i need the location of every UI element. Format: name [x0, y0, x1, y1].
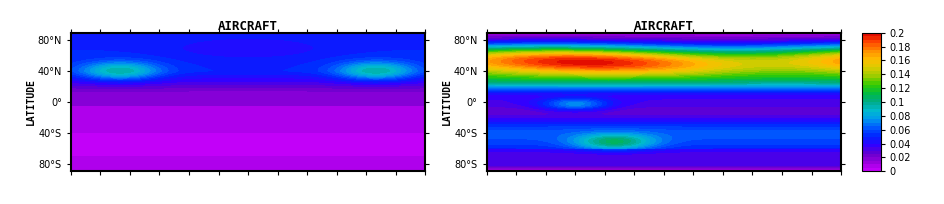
Y-axis label: LATITUDE: LATITUDE: [442, 79, 451, 125]
Title: AIRCRAFT: AIRCRAFT: [633, 20, 693, 33]
Y-axis label: LATITUDE: LATITUDE: [26, 79, 36, 125]
Title: AIRCRAFT: AIRCRAFT: [218, 20, 278, 33]
